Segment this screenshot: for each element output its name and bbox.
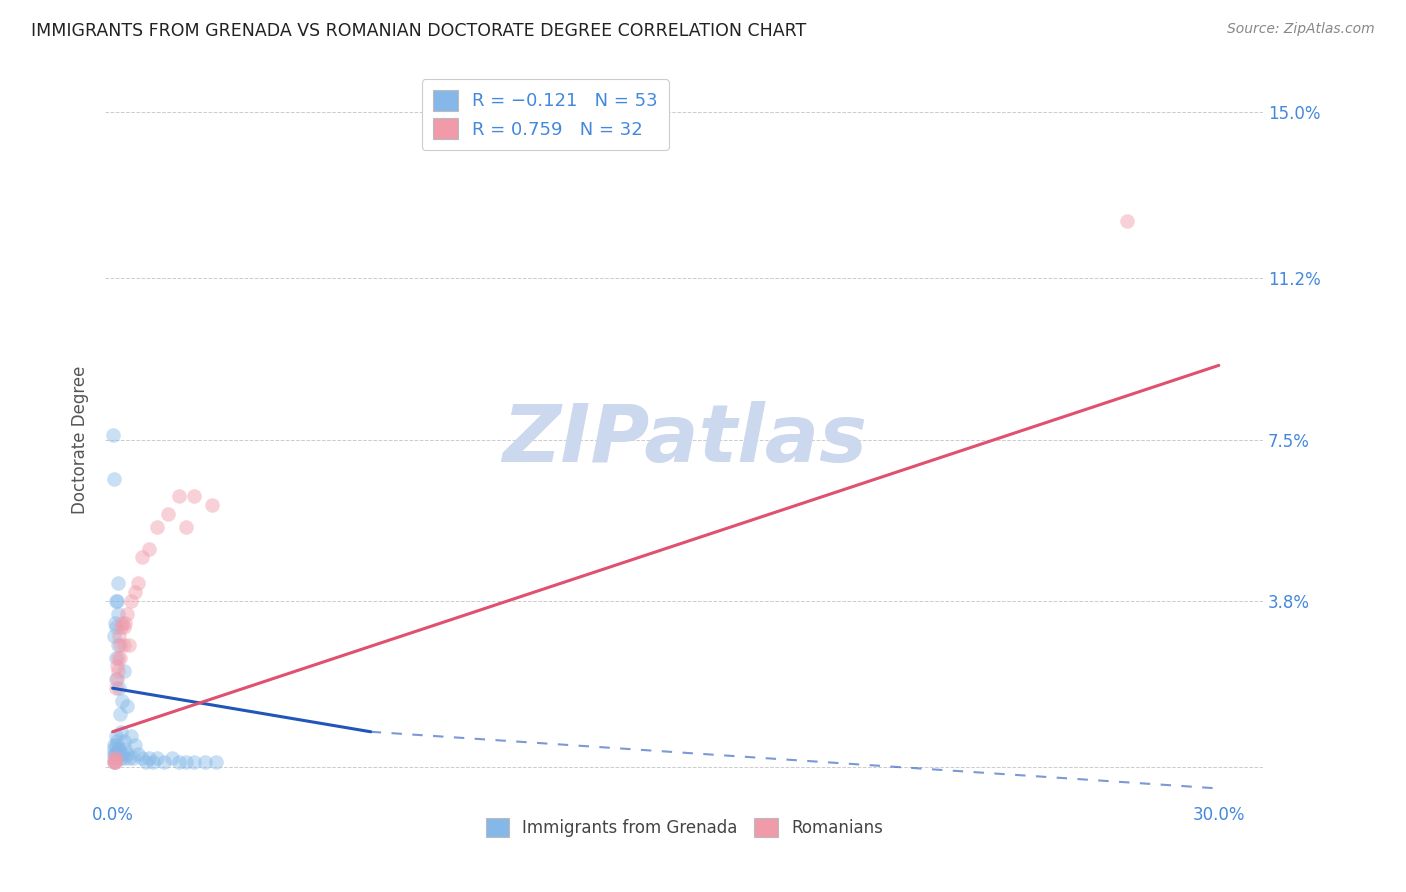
Point (104, 615, 127, 630)
Text: ZIPatlas: ZIPatlas (502, 401, 866, 478)
Point (103, 472, 125, 486)
Point (111, 747, 134, 761)
Point (104, 756, 127, 770)
Point (176, 756, 198, 770)
Point (104, 620, 127, 634)
Point (107, 576, 129, 591)
Point (105, 681, 128, 695)
Point (153, 756, 176, 770)
Point (103, 756, 125, 770)
Point (107, 664, 129, 678)
Point (142, 756, 165, 770)
Point (1115, 214, 1137, 228)
Point (205, 756, 228, 770)
Point (135, 756, 157, 770)
Point (167, 756, 190, 770)
Point (201, 498, 224, 512)
Point (112, 664, 135, 678)
Point (107, 650, 129, 665)
Point (120, 729, 142, 743)
Point (110, 724, 132, 739)
Point (105, 594, 128, 608)
Text: IMMIGRANTS FROM GRENADA VS ROMANIAN DOCTORATE DEGREE CORRELATION CHART: IMMIGRANTS FROM GRENADA VS ROMANIAN DOCT… (31, 22, 806, 40)
Point (127, 576, 149, 591)
Point (117, 747, 139, 761)
Point (114, 615, 136, 630)
Point (104, 751, 127, 765)
Point (108, 742, 131, 756)
Point (146, 520, 169, 534)
Point (112, 638, 135, 652)
Point (160, 751, 183, 765)
Point (104, 738, 127, 752)
Legend: Immigrants from Grenada, Romanians: Immigrants from Grenada, Romanians (479, 812, 890, 844)
Point (105, 673, 128, 687)
Point (108, 707, 131, 722)
Point (194, 756, 217, 770)
Point (108, 629, 131, 643)
Point (127, 747, 149, 761)
Point (176, 520, 198, 534)
Point (112, 733, 135, 747)
Point (103, 629, 125, 643)
Point (117, 698, 139, 713)
Point (146, 751, 169, 765)
Point (131, 751, 153, 765)
Point (105, 594, 128, 608)
Point (107, 607, 129, 621)
Y-axis label: Doctorate Degree: Doctorate Degree (72, 366, 89, 514)
Point (183, 756, 205, 770)
Point (111, 694, 134, 708)
Point (103, 738, 125, 752)
Point (183, 489, 205, 503)
Point (103, 428, 125, 442)
Point (111, 615, 134, 630)
Text: Source: ZipAtlas.com: Source: ZipAtlas.com (1227, 22, 1375, 37)
Point (124, 585, 146, 599)
Point (105, 729, 128, 743)
Point (112, 620, 135, 634)
Point (108, 650, 131, 665)
Point (112, 751, 135, 765)
Point (104, 650, 127, 665)
Point (120, 594, 142, 608)
Point (103, 742, 125, 756)
Point (105, 659, 128, 673)
Point (103, 747, 125, 761)
Point (114, 742, 136, 756)
Point (108, 747, 131, 761)
Point (124, 738, 146, 752)
Point (107, 638, 129, 652)
Point (110, 751, 132, 765)
Point (167, 489, 190, 503)
Point (118, 751, 141, 765)
Point (104, 747, 127, 761)
Point (105, 673, 128, 687)
Point (108, 638, 131, 652)
Point (131, 550, 153, 565)
Point (105, 733, 128, 747)
Point (117, 607, 139, 621)
Point (107, 742, 129, 756)
Point (105, 747, 128, 761)
Point (156, 507, 179, 521)
Point (118, 638, 141, 652)
Point (103, 756, 125, 770)
Point (110, 620, 132, 634)
Point (122, 751, 145, 765)
Point (104, 756, 127, 770)
Point (108, 681, 131, 695)
Point (103, 751, 125, 765)
Point (138, 751, 160, 765)
Point (138, 541, 160, 556)
